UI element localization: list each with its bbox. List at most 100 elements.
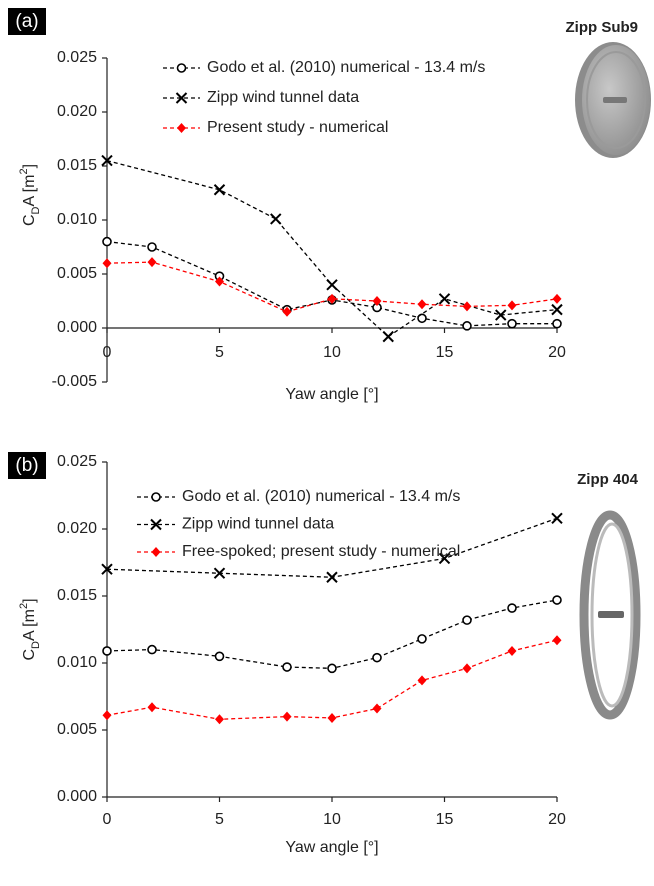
y-tick-label: -0.005 [52,373,97,390]
marker [438,552,451,565]
legend-label: Godo et al. (2010) numerical - 13.4 m/s [182,488,460,505]
x-tick-label: 0 [103,811,112,828]
legend-marker [151,492,161,502]
marker [438,293,451,305]
y-tick-label: 0.015 [57,587,97,604]
marker [327,663,337,674]
marker [551,512,563,524]
y-axis-title-part: C [21,214,38,226]
panel-label: (b) [15,455,38,476]
x-tick-label: 0 [103,344,112,361]
x-tick-label: 15 [436,344,454,361]
y-axis-title-part: C [21,649,38,661]
legend-marker [175,92,188,104]
marker [462,301,472,312]
marker [101,563,113,575]
y-tick-label: 0.025 [57,49,97,66]
marker [417,675,427,686]
chart-title: Zipp 404 [577,471,639,488]
wheel-icon-a [575,42,651,158]
marker [507,300,517,311]
y-axis-title-part: ] [21,598,38,602]
marker [147,257,157,268]
legend-label: Zipp wind tunnel data [207,89,359,106]
panel-label: (a) [15,11,38,32]
legend-marker [150,518,162,531]
x-tick-label: 5 [215,811,224,828]
marker [552,635,562,646]
legend-marker [176,63,187,73]
marker [147,242,157,252]
marker [382,330,394,343]
y-tick-label: 0.010 [57,211,97,228]
marker [147,644,157,655]
x-tick-label: 20 [548,811,566,828]
panel-label-box [8,8,46,35]
series-line [106,261,558,313]
y-tick-label: 0.015 [57,157,97,174]
marker [282,662,292,672]
y-tick-label: 0.025 [57,453,97,470]
series-line [106,639,558,720]
marker [372,652,382,663]
marker [327,712,337,723]
y-axis-title: CDA [m2] [18,164,42,226]
marker [462,321,472,331]
marker [101,154,113,167]
marker [417,313,427,324]
y-tick-label: 0.005 [57,265,97,282]
y-tick-label: 0.000 [57,788,97,805]
marker [214,651,225,662]
marker [462,615,472,625]
y-axis-title: CDA [m2] [18,598,42,660]
chart-title: Zipp Sub9 [566,19,639,36]
marker [495,309,507,321]
legend-label: Present study - numerical [207,119,388,136]
marker [102,646,112,656]
marker [552,293,562,304]
marker [282,306,292,317]
marker [372,296,382,306]
legend-label: Free-spoked; present study - numerical [182,543,460,560]
y-tick-label: 0.005 [57,721,97,738]
y-axis-title-part: D [30,641,42,649]
legend-label: Zipp wind tunnel data [182,516,334,533]
legend-marker [177,123,186,133]
marker [326,279,338,291]
marker [507,603,517,613]
x-tick-label: 20 [548,344,566,361]
marker [552,318,562,329]
marker [147,702,157,713]
x-tick-label: 5 [215,344,224,361]
marker [417,299,427,310]
marker [215,714,224,725]
marker [213,567,226,579]
series-line [106,159,558,338]
y-axis-title-part: A [m [21,609,38,641]
y-axis-title-part: D [30,206,42,214]
marker [507,645,517,656]
x-tick-label: 10 [323,811,341,828]
marker [372,703,382,714]
x-axis-title: Yaw angle [°] [285,386,378,403]
marker [326,571,338,583]
wheel-icon-b [579,510,641,720]
marker [102,710,112,721]
marker [102,258,112,269]
x-tick-label: 15 [436,811,454,828]
marker [215,276,224,287]
marker [507,318,517,329]
y-axis-title-part: 2 [18,603,30,609]
y-tick-label: 0.000 [57,319,97,336]
marker [270,213,282,225]
x-tick-label: 10 [323,344,341,361]
y-tick-label: 0.020 [57,520,97,537]
panel-label-box [8,452,46,479]
marker [552,595,562,605]
y-axis-title-part: 2 [18,168,30,174]
legend-label: Godo et al. (2010) numerical - 13.4 m/s [207,59,485,76]
marker [551,303,563,316]
marker [327,293,337,304]
marker [417,634,427,644]
